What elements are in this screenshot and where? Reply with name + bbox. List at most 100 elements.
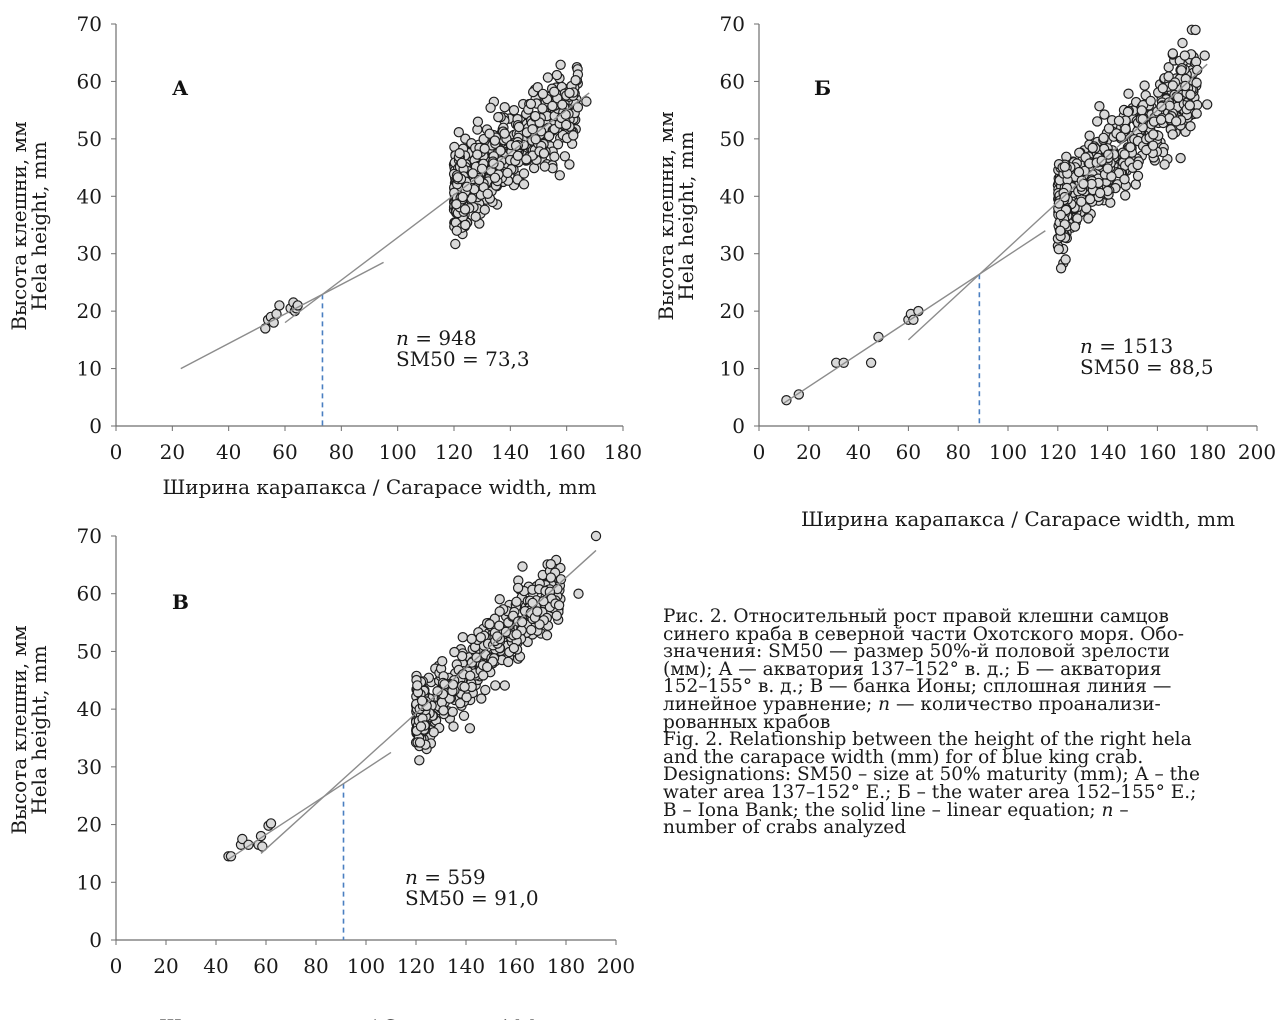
y-tick-label: 60 bbox=[77, 69, 102, 93]
data-point bbox=[549, 86, 560, 97]
x-tick-label: 20 bbox=[160, 440, 185, 464]
data-point bbox=[1180, 80, 1191, 92]
data-point bbox=[1094, 187, 1106, 199]
x-tick-label: 60 bbox=[272, 440, 297, 464]
data-point bbox=[503, 656, 514, 668]
sample-size-label: n = 1513 bbox=[1080, 334, 1173, 358]
data-point bbox=[551, 69, 563, 81]
data-point bbox=[1076, 196, 1087, 207]
y-axis-title-line: Hela height, mm bbox=[674, 131, 698, 300]
data-point bbox=[532, 606, 543, 617]
data-point bbox=[460, 219, 471, 231]
data-point bbox=[484, 618, 495, 630]
y-axis-title: Высота клешни, ммHela height, mm bbox=[7, 121, 51, 330]
data-point bbox=[1102, 163, 1113, 174]
data-point bbox=[447, 679, 459, 690]
data-point bbox=[1053, 198, 1065, 209]
x-tick-label: 180 bbox=[547, 954, 585, 978]
data-point bbox=[448, 721, 459, 732]
data-point bbox=[451, 225, 462, 236]
y-tick-label: 40 bbox=[77, 184, 102, 208]
x-tick-label: 100 bbox=[989, 440, 1027, 464]
data-point bbox=[475, 632, 486, 643]
data-point bbox=[482, 188, 493, 199]
data-point bbox=[568, 130, 579, 141]
caption-en-line: Fig. 2. Relationship between the height … bbox=[663, 729, 1192, 751]
y-tick-label: 50 bbox=[720, 127, 745, 151]
data-point bbox=[781, 395, 792, 406]
y-tick-label: 60 bbox=[720, 69, 745, 93]
y-tick-label: 10 bbox=[77, 870, 102, 894]
data-point bbox=[538, 148, 550, 159]
x-tick-label: 0 bbox=[753, 440, 766, 464]
data-point bbox=[1157, 83, 1169, 94]
data-point bbox=[1120, 190, 1131, 201]
y-axis-title-line: Hela height, mm bbox=[27, 645, 51, 814]
data-point bbox=[461, 691, 472, 703]
data-point bbox=[492, 631, 503, 642]
data-point bbox=[1069, 221, 1081, 232]
data-point bbox=[541, 630, 553, 641]
data-point bbox=[461, 181, 473, 192]
data-point bbox=[543, 130, 555, 142]
x-tick-label: 120 bbox=[435, 440, 473, 464]
y-tick-label: 0 bbox=[732, 414, 745, 438]
y-tick-label: 0 bbox=[89, 414, 102, 438]
data-point bbox=[465, 670, 476, 681]
x-tick-label: 160 bbox=[497, 954, 535, 978]
data-point bbox=[255, 830, 267, 842]
data-point bbox=[489, 135, 501, 146]
x-tick-label: 20 bbox=[796, 440, 821, 464]
data-point bbox=[516, 616, 528, 628]
data-point bbox=[557, 99, 568, 110]
data-point bbox=[555, 574, 567, 585]
data-point bbox=[1179, 50, 1191, 61]
data-point bbox=[530, 134, 541, 145]
data-point bbox=[476, 693, 487, 704]
data-point bbox=[1092, 116, 1103, 127]
data-point bbox=[908, 314, 919, 325]
data-point bbox=[1099, 109, 1110, 120]
x-tick-label: 0 bbox=[110, 440, 123, 464]
data-point bbox=[517, 561, 528, 572]
data-point bbox=[1083, 213, 1094, 224]
regression-line bbox=[260, 549, 597, 854]
y-tick-label: 20 bbox=[77, 813, 102, 837]
data-point bbox=[525, 98, 537, 110]
data-point bbox=[1159, 159, 1170, 170]
data-point bbox=[488, 158, 499, 169]
regression-line bbox=[783, 230, 1046, 404]
caption-en-line: water area 137–152° E.; Б – the water ar… bbox=[663, 781, 1197, 803]
x-tick-label: 40 bbox=[846, 440, 871, 464]
caption-ru-line: синего краба в северной части Охотского … bbox=[663, 623, 1184, 645]
y-axis-title-line: Hela height, mm bbox=[27, 141, 51, 310]
data-point bbox=[495, 145, 506, 156]
x-tick-label: 120 bbox=[1039, 440, 1077, 464]
y-tick-label: 70 bbox=[77, 524, 102, 548]
data-point bbox=[1055, 225, 1066, 236]
caption-ru-line: (мм); А — акватория 137–152° в. д.; Б — … bbox=[663, 658, 1162, 680]
data-point bbox=[518, 179, 530, 190]
caption-en-line: В – Iona Bank; the solid line – linear e… bbox=[663, 799, 1129, 821]
panel-label: Б bbox=[814, 76, 831, 100]
x-tick-label: 80 bbox=[329, 440, 354, 464]
data-points bbox=[223, 530, 602, 862]
data-point bbox=[549, 151, 560, 162]
data-point bbox=[570, 74, 581, 86]
data-point bbox=[479, 204, 490, 215]
data-point bbox=[530, 110, 541, 122]
data-point bbox=[554, 170, 566, 181]
y-axis-title-line: Высота клешни, мм bbox=[654, 111, 678, 320]
data-point bbox=[452, 172, 463, 183]
chart-panel-b: 0 10 20 30 40 50 60 70 0 20 40 60 80 100 120 140 160 180 2… bbox=[654, 12, 1276, 531]
data-point bbox=[1137, 113, 1148, 125]
data-point bbox=[416, 695, 428, 706]
data-point bbox=[1098, 132, 1109, 144]
data-point bbox=[572, 102, 584, 113]
data-point bbox=[470, 211, 481, 222]
data-point bbox=[1175, 152, 1186, 164]
data-point bbox=[1184, 100, 1196, 111]
data-point bbox=[499, 101, 510, 113]
y-tick-label: 10 bbox=[720, 357, 745, 381]
sm50-label: SM50 = 88,5 bbox=[1080, 355, 1214, 379]
